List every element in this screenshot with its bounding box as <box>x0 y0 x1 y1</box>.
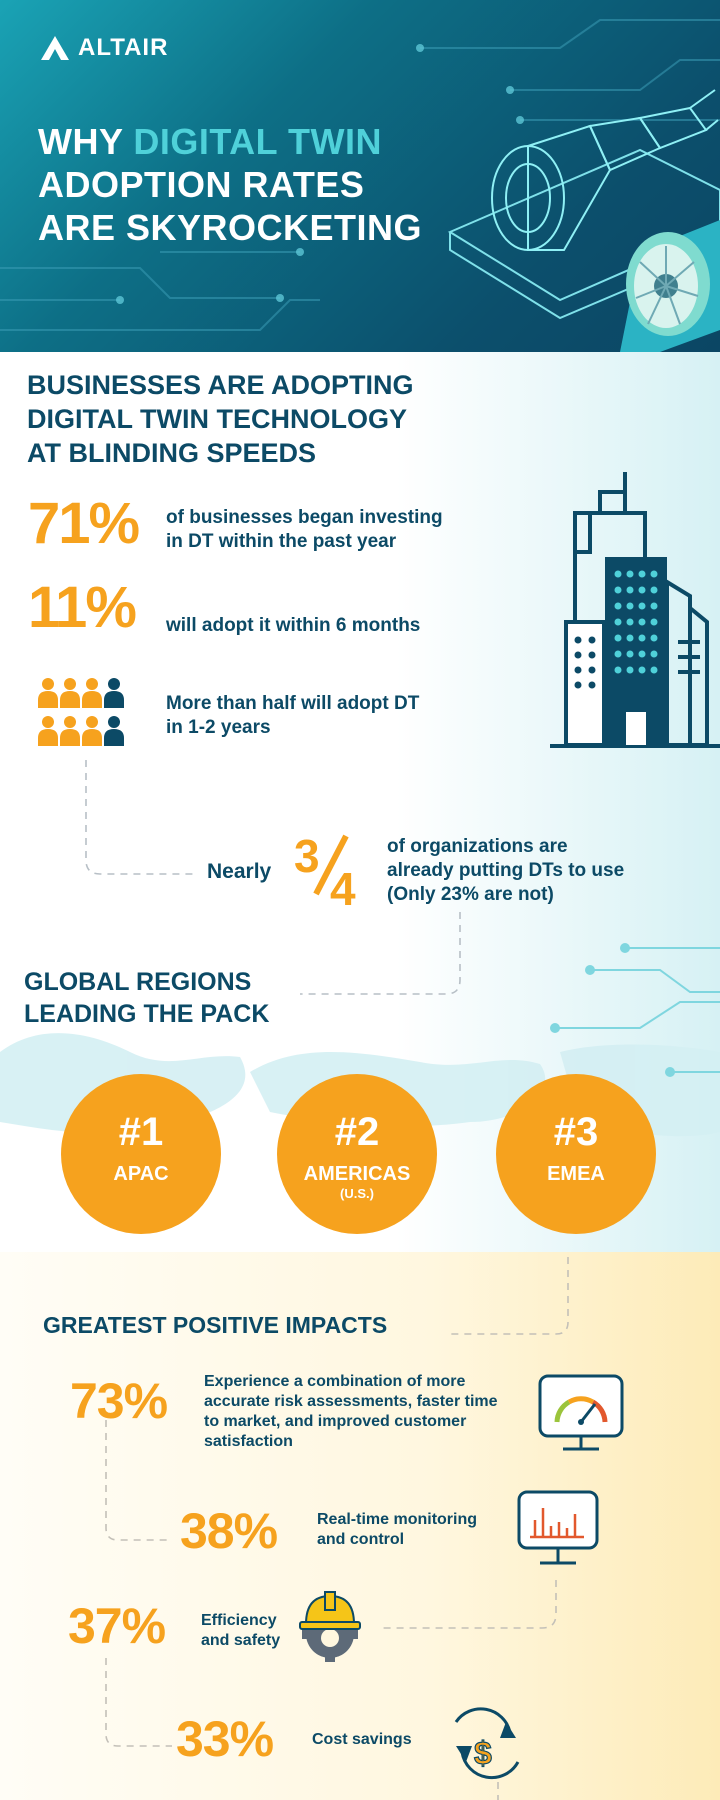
adoption-title-line1: BUSINESSES ARE ADOPTING <box>27 370 414 400</box>
person-body <box>82 691 102 708</box>
stat-half-line1: More than half will adopt DT <box>166 693 420 714</box>
stat-71-line1: of businesses began investing <box>166 507 443 528</box>
impact-73-value: 73% <box>70 1373 168 1429</box>
person-head <box>86 678 98 690</box>
title-line1-accent: DIGITAL TWIN <box>133 121 382 162</box>
impact-38-line2: and control <box>317 1531 405 1548</box>
person-head <box>108 678 120 690</box>
impact-33-value: 33% <box>176 1711 274 1767</box>
region-apac: #1 APAC <box>61 1074 221 1234</box>
region-rank: #2 <box>334 1110 380 1154</box>
header-banner: ALTAIR WHY DIGITAL TWIN ADOPTION RATES A… <box>0 0 720 352</box>
gauge-monitor-icon <box>538 1374 624 1451</box>
impact-37-value: 37% <box>68 1598 166 1654</box>
regions-title-line2: LEADING THE PACK <box>24 1000 270 1028</box>
stat-71-text: of businesses began investing in DT with… <box>166 506 443 554</box>
title-line2: ADOPTION RATES <box>38 164 365 205</box>
three-quarters-fraction: 3 4 <box>294 830 356 908</box>
region-name: APAC <box>113 1163 169 1185</box>
adoption-section: BUSINESSES ARE ADOPTING DIGITAL TWIN TEC… <box>0 352 720 1252</box>
adoption-title: BUSINESSES ARE ADOPTING DIGITAL TWIN TEC… <box>27 368 414 470</box>
impact-38-value: 38% <box>180 1503 278 1559</box>
person-body <box>38 729 58 746</box>
stat-half-text: More than half will adopt DT in 1-2 year… <box>166 692 419 740</box>
impact-73-line3: to market, and improved customer <box>204 1413 467 1430</box>
adoption-title-line3: AT BLINDING SPEEDS <box>27 438 317 468</box>
regions-title-line1: GLOBAL REGIONS <box>24 968 252 996</box>
building-icon <box>550 472 720 748</box>
adoption-title-line2: DIGITAL TWIN TECHNOLOGY <box>27 404 407 434</box>
impact-73-line4: satisfaction <box>204 1433 293 1450</box>
dollar-cycle-icon: $ <box>454 1707 520 1780</box>
person-body <box>82 729 102 746</box>
region-rank: #3 <box>553 1110 599 1154</box>
nearly-line1: of organizations are <box>387 836 568 857</box>
person-head <box>42 716 54 728</box>
title-line1-a: WHY <box>38 121 134 162</box>
fraction-numerator: 3 <box>294 830 320 882</box>
region-name: AMERICAS <box>303 1163 411 1185</box>
person-body <box>104 729 124 746</box>
brand-logo: ALTAIR <box>40 34 168 62</box>
impact-38-text: Real-time monitoring and control <box>317 1510 477 1550</box>
person-head <box>64 678 76 690</box>
person-body <box>60 729 80 746</box>
stat-71-line2: in DT within the past year <box>166 531 397 552</box>
impact-37-line2: and safety <box>201 1632 281 1649</box>
title-line3: ARE SKYROCKETING <box>38 207 423 248</box>
region-sub: (U.S.) <box>340 1186 374 1201</box>
impacts-title: GREATEST POSITIVE IMPACTS <box>43 1312 388 1338</box>
person-body <box>38 691 58 708</box>
brand-name: ALTAIR <box>78 34 169 61</box>
nearly-label: Nearly <box>207 860 272 883</box>
nearly-text: of organizations are already putting DTs… <box>387 835 624 907</box>
fraction-denominator: 4 <box>330 863 356 908</box>
stat-11-value: 11% <box>28 575 137 640</box>
impact-73-text: Experience a combination of more accurat… <box>204 1372 498 1452</box>
person-head <box>42 678 54 690</box>
person-head <box>108 716 120 728</box>
regions-title: GLOBAL REGIONS LEADING THE PACK <box>24 966 269 1030</box>
impact-73-line1: Experience a combination of more <box>204 1373 466 1390</box>
impacts-decor: $ <box>105 1257 624 1800</box>
circuit-art <box>0 19 720 352</box>
page-title: WHY DIGITAL TWIN ADOPTION RATES ARE SKYR… <box>38 120 422 249</box>
people-icon <box>38 678 124 746</box>
impact-73-line2: accurate risk assessments, faster time <box>204 1393 498 1410</box>
person-body <box>104 691 124 708</box>
altair-logo-icon <box>41 36 69 60</box>
region-rank: #1 <box>118 1110 164 1154</box>
stat-half-line2: in 1-2 years <box>166 717 271 738</box>
impact-33-text: Cost savings <box>312 1731 412 1748</box>
impacts-section: $ GREATEST POSITIVE IMPACTS 73% Experien… <box>0 1252 720 1800</box>
impact-38-line1: Real-time monitoring <box>317 1511 478 1528</box>
hardhat-gear-icon <box>299 1591 361 1662</box>
region-name: EMEA <box>547 1163 605 1185</box>
chart-monitor-icon <box>517 1490 599 1565</box>
region-americas: #2 AMERICAS (U.S.) <box>277 1074 437 1234</box>
stat-71-value: 71% <box>28 491 140 556</box>
svg-text:$: $ <box>474 1735 492 1771</box>
nearly-line3: (Only 23% are not) <box>387 884 554 905</box>
person-head <box>86 716 98 728</box>
stat-11-text: will adopt it within 6 months <box>166 615 421 636</box>
nearly-line2: already putting DTs to use <box>387 860 625 881</box>
impact-37-line1: Efficiency <box>201 1612 277 1629</box>
person-body <box>60 691 80 708</box>
impact-37-text: Efficiency and safety <box>201 1611 280 1651</box>
region-emea: #3 EMEA <box>496 1074 656 1234</box>
person-head <box>64 716 76 728</box>
